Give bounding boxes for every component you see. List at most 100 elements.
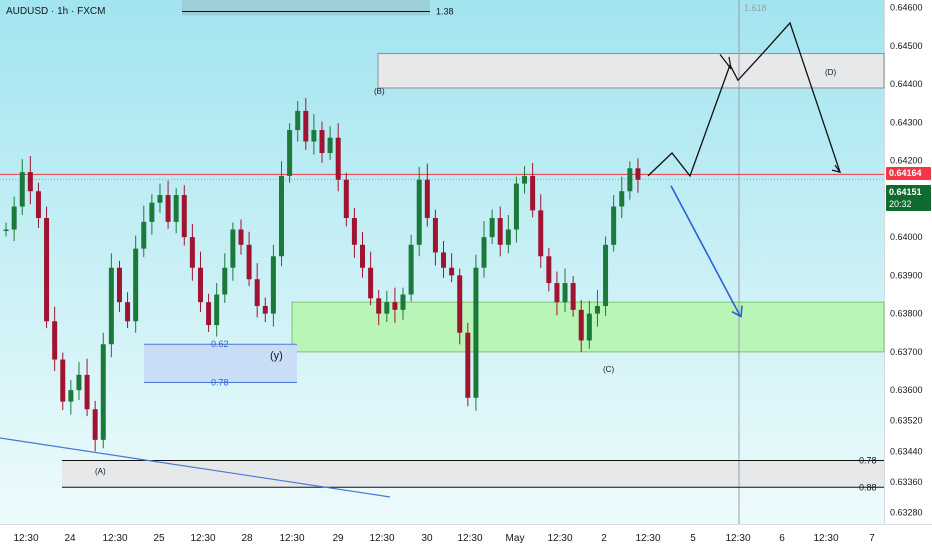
candle-body — [197, 267, 203, 303]
x-tick-label: May — [506, 533, 525, 544]
candle-body — [611, 206, 617, 245]
x-tick-label: 24 — [64, 533, 76, 544]
candle-body — [343, 179, 349, 219]
candle-body — [441, 252, 447, 268]
candle-body — [603, 244, 609, 306]
candle-body — [238, 229, 244, 245]
symbol-title: AUDUSD · 1h · FXCM — [6, 6, 106, 17]
last-price-value: 0.64151 — [889, 187, 922, 198]
zone-b-box — [377, 53, 885, 89]
candle-body — [554, 283, 560, 303]
candle-body — [246, 244, 252, 280]
bottom-fib-078-label: 0.78 — [859, 456, 877, 466]
candle-body — [141, 221, 147, 249]
x-tick-label: 12:30 — [13, 533, 38, 544]
y-tick-label: 0.63440 — [890, 446, 923, 456]
candle-body — [424, 179, 430, 219]
candle-body — [173, 195, 179, 222]
x-tick-label: 5 — [690, 533, 696, 544]
candle-body — [376, 298, 382, 314]
x-tick-label: 6 — [779, 533, 785, 544]
wave-d-label: (D) — [825, 68, 836, 77]
candle-body — [319, 130, 325, 153]
candle-body — [214, 294, 220, 326]
candles — [3, 97, 641, 452]
bearish-projection-line — [670, 185, 741, 317]
x-tick-label: 12:30 — [457, 533, 482, 544]
projection-arrows — [647, 21, 842, 318]
candle-body — [157, 195, 163, 203]
candle-body — [108, 267, 114, 345]
candle-body — [619, 191, 625, 207]
x-tick-label: 7 — [869, 533, 875, 544]
candle-body — [473, 267, 479, 398]
candle-body — [35, 191, 41, 219]
candle-body — [52, 321, 58, 360]
candle-body — [92, 409, 98, 440]
y-tick-label: 0.64200 — [890, 156, 923, 166]
candle-body — [60, 359, 66, 402]
candle-body — [392, 302, 398, 310]
candle-body — [254, 279, 260, 306]
candle-body — [19, 172, 25, 207]
time-scale[interactable] — [0, 524, 932, 551]
bearish-arrowhead — [731, 305, 743, 318]
y-tick-label: 0.63800 — [890, 309, 923, 319]
candle-body — [149, 202, 155, 222]
candle-body — [408, 244, 414, 295]
y-tick-label: 0.64300 — [890, 117, 923, 127]
last-price-pill: 0.64151 20:32 — [886, 185, 931, 212]
y-tick-label: 0.63360 — [890, 477, 923, 487]
candle-body — [3, 229, 9, 231]
x-tick-label: 12:30 — [279, 533, 304, 544]
x-tick-labels: 12:30 24 12:30 25 12:30 28 12:30 29 12:30 30 12:30… — [13, 533, 875, 544]
annotation-zones — [62, 0, 885, 488]
y-tick-label: 0.63600 — [890, 385, 923, 395]
y-tick-label: 0.64500 — [890, 41, 923, 51]
candle-body — [230, 229, 236, 268]
candle-body — [457, 275, 463, 333]
fib-1-38-label: 1.38 — [436, 6, 454, 16]
candle-body — [84, 374, 90, 410]
x-tick-label: 30 — [421, 533, 433, 544]
x-tick-label: 12:30 — [190, 533, 215, 544]
bullish-projection-path — [647, 21, 841, 178]
fib-top-zone — [182, 0, 430, 16]
x-tick-label: 28 — [241, 533, 253, 544]
candle-body — [165, 195, 171, 222]
candle-body — [44, 218, 50, 322]
y-tick-label: 0.63280 — [890, 508, 923, 518]
candle-body — [76, 374, 82, 391]
wave-b-label: (B) — [374, 87, 385, 96]
candle-body — [449, 267, 455, 276]
x-tick-label: 12:30 — [102, 533, 127, 544]
candle-body — [505, 229, 511, 245]
y-tick-label: 0.63520 — [890, 416, 923, 426]
candle-body — [400, 294, 406, 310]
candle-body — [133, 248, 139, 322]
candle-body — [278, 175, 284, 257]
x-tick-label: 12:30 — [369, 533, 394, 544]
price-scale[interactable] — [884, 0, 932, 524]
candle-body — [270, 256, 276, 314]
y-tick-label: 0.64400 — [890, 79, 923, 89]
candle-body — [262, 305, 268, 314]
candle-body — [360, 244, 366, 268]
x-tick-label: 2 — [601, 533, 607, 544]
candle-body — [562, 283, 568, 303]
candle-body — [287, 130, 293, 176]
candle-body — [303, 110, 309, 142]
current-price-pill: 0.64164 — [886, 167, 931, 181]
y-tick-label: 0.64600 — [890, 3, 923, 13]
candle-body — [432, 218, 438, 253]
candle-body — [586, 313, 592, 341]
candle-body — [295, 110, 301, 131]
candle-body — [189, 237, 195, 268]
y-tick-label: 0.63900 — [890, 270, 923, 280]
candle-body — [416, 179, 422, 245]
candle-body — [335, 137, 341, 180]
candle-body — [100, 344, 106, 440]
bottom-target-zone — [62, 460, 884, 488]
